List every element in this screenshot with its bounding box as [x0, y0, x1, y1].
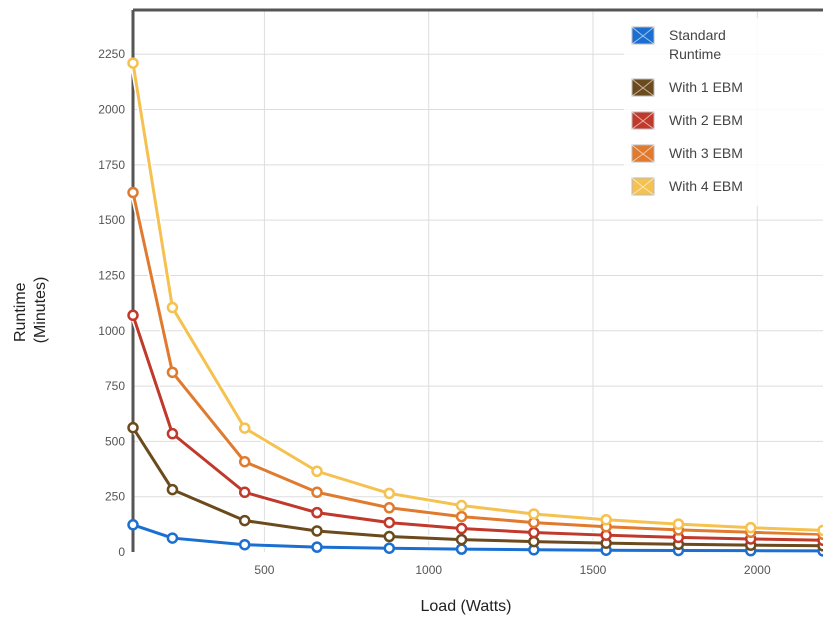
- legend-swatch-mark: [631, 26, 655, 45]
- series-lines: [127, 57, 823, 557]
- y-axis-title-line-2: (Minutes): [32, 277, 49, 344]
- data-point[interactable]: [166, 366, 179, 379]
- data-point[interactable]: [744, 521, 757, 534]
- y-tick-label: 1500: [98, 213, 125, 227]
- legend-item[interactable]: With 3 EBM: [631, 144, 743, 163]
- legend-item[interactable]: With 4 EBM: [631, 177, 743, 196]
- legend-swatch-mark: [631, 177, 655, 196]
- data-point[interactable]: [528, 508, 540, 520]
- data-point[interactable]: [238, 538, 251, 551]
- data-point[interactable]: [127, 57, 139, 69]
- x-tick-label: 500: [254, 563, 274, 577]
- data-point[interactable]: [238, 455, 251, 468]
- legend-label: Runtime: [669, 46, 721, 62]
- series-line: [127, 57, 823, 537]
- data-point[interactable]: [455, 510, 468, 523]
- x-tick-label: 1000: [415, 563, 442, 577]
- data-point[interactable]: [383, 516, 396, 529]
- y-tick-label: 500: [105, 434, 125, 448]
- data-point[interactable]: [383, 502, 396, 514]
- legend-label: With 2 EBM: [669, 112, 743, 128]
- legend-label: Standard: [669, 27, 726, 43]
- data-point[interactable]: [817, 524, 823, 537]
- grid-lines: [133, 10, 823, 552]
- data-point[interactable]: [127, 309, 139, 322]
- data-point[interactable]: [311, 486, 323, 499]
- data-point[interactable]: [383, 487, 396, 500]
- data-point[interactable]: [311, 506, 323, 519]
- y-axis-title: Runtime (Minutes): [12, 277, 49, 344]
- data-point[interactable]: [528, 526, 540, 539]
- data-point[interactable]: [166, 483, 179, 496]
- data-point[interactable]: [311, 541, 323, 553]
- legend-swatch-mark: [631, 144, 655, 163]
- series-line: [127, 519, 823, 557]
- series-line: [127, 421, 823, 552]
- x-tick-label: 2000: [744, 563, 771, 577]
- data-point[interactable]: [166, 301, 179, 314]
- data-point[interactable]: [311, 465, 323, 478]
- y-axis-title-line-1: Runtime: [12, 282, 29, 342]
- y-tick-label: 0: [118, 545, 125, 559]
- series-line: [127, 186, 823, 541]
- y-tick-label: 2250: [98, 47, 125, 61]
- legend-item[interactable]: With 2 EBM: [631, 111, 743, 130]
- legend-label: With 4 EBM: [669, 178, 743, 194]
- y-tick-label: 1250: [98, 268, 125, 282]
- data-point[interactable]: [311, 525, 323, 537]
- data-point[interactable]: [238, 486, 251, 499]
- data-point[interactable]: [166, 427, 179, 440]
- data-point[interactable]: [600, 513, 612, 526]
- data-point[interactable]: [455, 522, 468, 535]
- y-tick-label: 1750: [98, 158, 125, 172]
- data-point[interactable]: [455, 533, 468, 546]
- legend-item[interactable]: With 1 EBM: [631, 78, 743, 97]
- data-point[interactable]: [672, 518, 685, 530]
- x-tick-labels: 500 1000 1500 2000: [254, 563, 771, 577]
- data-point[interactable]: [383, 530, 396, 543]
- legend[interactable]: Standard Runtime With 1 EBM With 2 EBM With …: [624, 18, 823, 206]
- legend-background: [624, 18, 823, 206]
- y-tick-label: 2000: [98, 103, 125, 117]
- data-point[interactable]: [383, 542, 396, 554]
- data-point[interactable]: [455, 543, 468, 555]
- legend-item[interactable]: Standard Runtime: [631, 26, 726, 62]
- y-tick-labels: 0 250 500 750 1000 1250 1500 1750 2000 2250: [98, 47, 125, 559]
- data-point[interactable]: [127, 421, 139, 434]
- y-tick-label: 250: [105, 490, 125, 504]
- legend-label: With 3 EBM: [669, 145, 743, 161]
- y-tick-label: 1000: [98, 324, 125, 338]
- data-point[interactable]: [127, 519, 139, 531]
- x-tick-label: 1500: [580, 563, 607, 577]
- data-point[interactable]: [238, 514, 251, 527]
- data-point[interactable]: [238, 422, 251, 434]
- legend-label: With 1 EBM: [669, 79, 743, 95]
- data-point[interactable]: [127, 186, 139, 199]
- legend-swatch-mark: [631, 78, 655, 97]
- axes: [131, 8, 823, 552]
- x-axis-title: Load (Watts): [421, 598, 512, 615]
- data-point[interactable]: [455, 499, 468, 512]
- data-point[interactable]: [166, 532, 179, 544]
- data-point[interactable]: [528, 535, 540, 548]
- legend-swatch-mark: [631, 111, 655, 130]
- y-tick-label: 750: [105, 379, 125, 393]
